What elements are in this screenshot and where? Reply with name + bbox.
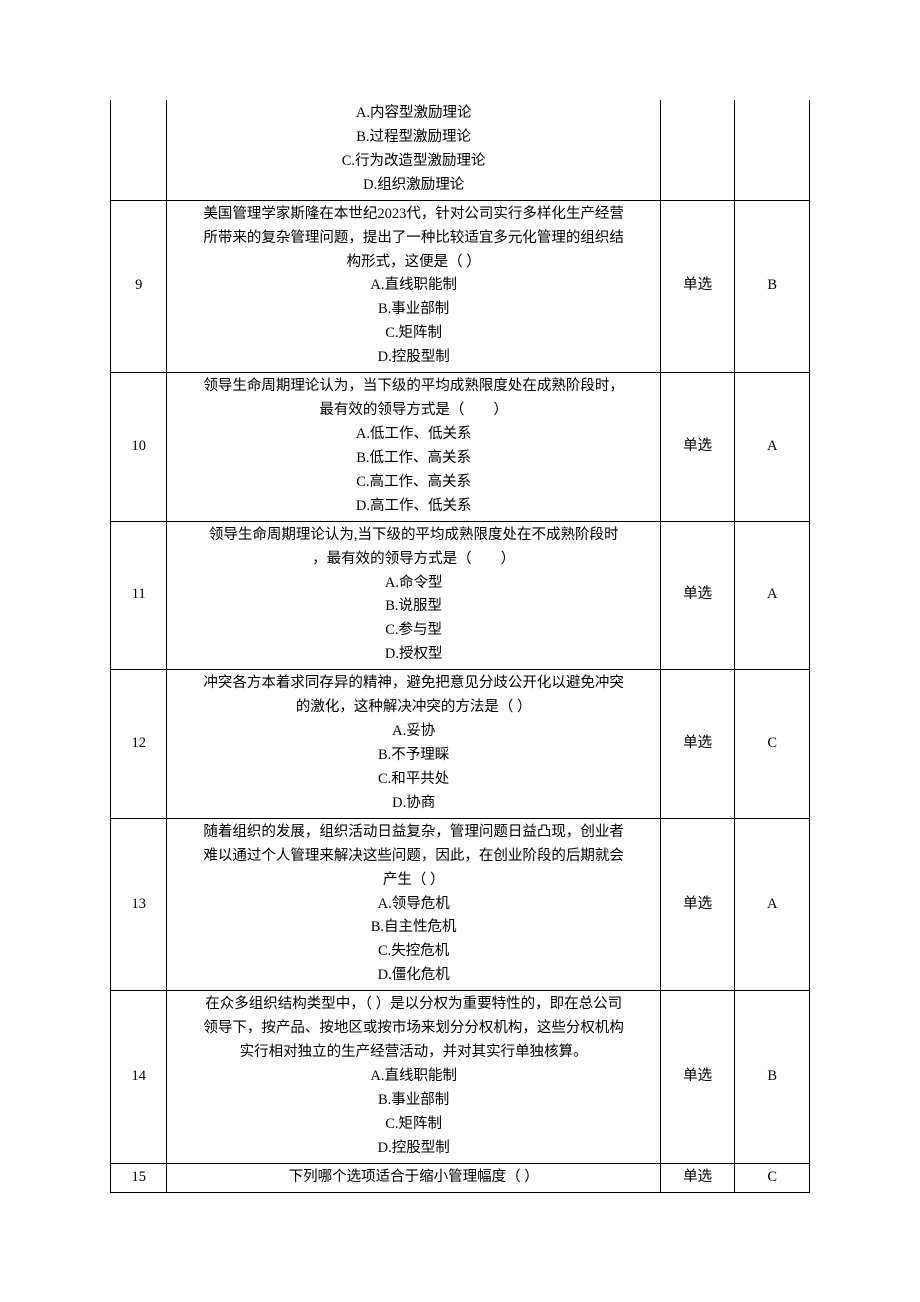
table-row: 9美国管理学家斯隆在本世纪2023代，针对公司实行多样化生产经营所带来的复杂管理… <box>111 200 810 372</box>
table-row: 11领导生命周期理论认为,当下级的平均成熟限度处在不成熟阶段时，最有效的领导方式… <box>111 521 810 670</box>
question-stem-line: 实行相对独立的生产经营活动，并对其实行单独核算。 <box>171 1041 656 1065</box>
question-option: B.过程型激励理论 <box>171 126 656 150</box>
question-stem-line: 领导生命周期理论认为,当下级的平均成熟限度处在不成熟阶段时 <box>171 524 656 548</box>
question-stem-line: 的激化，这种解决冲突的方法是（ ） <box>171 696 656 720</box>
question-option: D.授权型 <box>171 643 656 667</box>
question-cell: 美国管理学家斯隆在本世纪2023代，针对公司实行多样化生产经营所带来的复杂管理问… <box>167 200 661 372</box>
table-row: A.内容型激励理论B.过程型激励理论C.行为改造型激励理论D.组织激励理论 <box>111 100 810 200</box>
question-type: 单选 <box>660 1163 735 1192</box>
question-option: C.参与型 <box>171 619 656 643</box>
question-answer: C <box>735 670 810 819</box>
question-option: B.事业部制 <box>171 1089 656 1113</box>
table-row: 13随着组织的发展，组织活动日益复杂，管理问题日益凸现，创业者难以通过个人管理来… <box>111 818 810 990</box>
question-table: A.内容型激励理论B.过程型激励理论C.行为改造型激励理论D.组织激励理论9美国… <box>110 100 810 1193</box>
question-number: 15 <box>111 1163 167 1192</box>
question-type <box>660 100 735 200</box>
question-option: B.低工作、高关系 <box>171 447 656 471</box>
question-option: C.行为改造型激励理论 <box>171 150 656 174</box>
question-option: A.妥协 <box>171 720 656 744</box>
question-stem-line: 最有效的领导方式是（ ） <box>171 399 656 423</box>
question-stem-line: 难以通过个人管理来解决这些问题，因此，在创业阶段的后期就会 <box>171 845 656 869</box>
question-option: A.命令型 <box>171 572 656 596</box>
question-answer: A <box>735 521 810 670</box>
question-type: 单选 <box>660 991 735 1163</box>
question-cell: 领导生命周期理论认为，当下级的平均成熟限度处在成熟阶段时，最有效的领导方式是（ … <box>167 373 661 522</box>
question-number: 9 <box>111 200 167 372</box>
question-number: 11 <box>111 521 167 670</box>
question-answer: C <box>735 1163 810 1192</box>
question-stem-line: 下列哪个选项适合于缩小管理幅度（ ） <box>171 1166 656 1190</box>
question-answer: A <box>735 373 810 522</box>
question-stem-line: 构形式，这便是（ ） <box>171 251 656 275</box>
question-option: D.控股型制 <box>171 1137 656 1161</box>
question-type: 单选 <box>660 373 735 522</box>
question-answer <box>735 100 810 200</box>
question-option: C.高工作、高关系 <box>171 471 656 495</box>
question-option: A.直线职能制 <box>171 274 656 298</box>
question-option: B.不予理睬 <box>171 744 656 768</box>
question-number <box>111 100 167 200</box>
question-stem-line: 在众多组织结构类型中，（ ）是以分权为重要特性的，即在总公司 <box>171 993 656 1017</box>
question-number: 12 <box>111 670 167 819</box>
question-option: C.和平共处 <box>171 768 656 792</box>
question-type: 单选 <box>660 818 735 990</box>
question-option: D.僵化危机 <box>171 964 656 988</box>
question-option: A.领导危机 <box>171 893 656 917</box>
question-option: A.直线职能制 <box>171 1065 656 1089</box>
question-stem-line: 冲突各方本着求同存异的精神，避免把意见分歧公开化以避免冲突 <box>171 672 656 696</box>
question-stem-line: 美国管理学家斯隆在本世纪2023代，针对公司实行多样化生产经营 <box>171 203 656 227</box>
question-option: C.矩阵制 <box>171 322 656 346</box>
question-option: A.内容型激励理论 <box>171 102 656 126</box>
question-type: 单选 <box>660 200 735 372</box>
question-option: B.说服型 <box>171 595 656 619</box>
question-stem-line: 产生（ ） <box>171 869 656 893</box>
question-stem-line: 所带来的复杂管理问题，提出了一种比较适宜多元化管理的组织结 <box>171 227 656 251</box>
question-cell: 下列哪个选项适合于缩小管理幅度（ ） <box>167 1163 661 1192</box>
question-cell: 冲突各方本着求同存异的精神，避免把意见分歧公开化以避免冲突的激化，这种解决冲突的… <box>167 670 661 819</box>
question-number: 13 <box>111 818 167 990</box>
question-option: C.矩阵制 <box>171 1113 656 1137</box>
question-cell: A.内容型激励理论B.过程型激励理论C.行为改造型激励理论D.组织激励理论 <box>167 100 661 200</box>
question-number: 10 <box>111 373 167 522</box>
question-cell: 领导生命周期理论认为,当下级的平均成熟限度处在不成熟阶段时，最有效的领导方式是（… <box>167 521 661 670</box>
question-option: D.组织激励理论 <box>171 174 656 198</box>
question-type: 单选 <box>660 521 735 670</box>
question-option: C.失控危机 <box>171 940 656 964</box>
table-row: 14在众多组织结构类型中，（ ）是以分权为重要特性的，即在总公司领导下，按产品、… <box>111 991 810 1163</box>
table-row: 12冲突各方本着求同存异的精神，避免把意见分歧公开化以避免冲突的激化，这种解决冲… <box>111 670 810 819</box>
question-option: D.协商 <box>171 792 656 816</box>
table-row: 10领导生命周期理论认为，当下级的平均成熟限度处在成熟阶段时，最有效的领导方式是… <box>111 373 810 522</box>
question-option: D.高工作、低关系 <box>171 495 656 519</box>
question-cell: 在众多组织结构类型中，（ ）是以分权为重要特性的，即在总公司领导下，按产品、按地… <box>167 991 661 1163</box>
table-row: 15下列哪个选项适合于缩小管理幅度（ ）单选C <box>111 1163 810 1192</box>
question-answer: A <box>735 818 810 990</box>
question-stem-line: 随着组织的发展，组织活动日益复杂，管理问题日益凸现，创业者 <box>171 821 656 845</box>
question-type: 单选 <box>660 670 735 819</box>
question-number: 14 <box>111 991 167 1163</box>
question-stem-line: 领导下，按产品、按地区或按市场来划分分权机构，这些分权机构 <box>171 1017 656 1041</box>
question-option: A.低工作、低关系 <box>171 423 656 447</box>
question-answer: B <box>735 200 810 372</box>
question-answer: B <box>735 991 810 1163</box>
question-option: D.控股型制 <box>171 346 656 370</box>
question-stem-line: 领导生命周期理论认为，当下级的平均成熟限度处在成熟阶段时， <box>171 375 656 399</box>
question-cell: 随着组织的发展，组织活动日益复杂，管理问题日益凸现，创业者难以通过个人管理来解决… <box>167 818 661 990</box>
question-option: B.事业部制 <box>171 298 656 322</box>
question-stem-line: ，最有效的领导方式是（ ） <box>171 548 656 572</box>
question-option: B.自主性危机 <box>171 916 656 940</box>
